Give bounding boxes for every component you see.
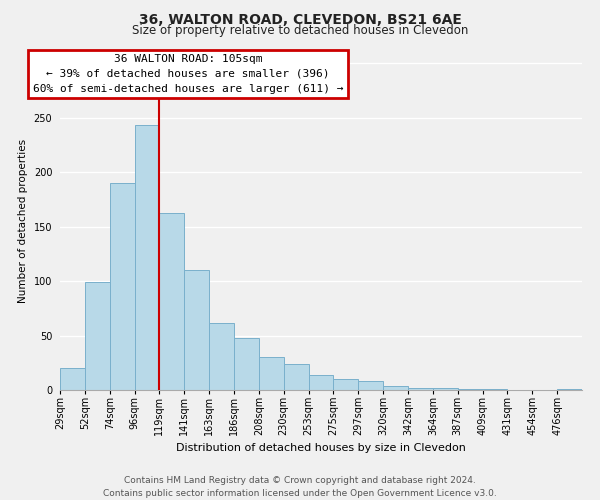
Text: 36, WALTON ROAD, CLEVEDON, BS21 6AE: 36, WALTON ROAD, CLEVEDON, BS21 6AE (139, 12, 461, 26)
Bar (458, 389, 482, 390)
Bar (408, 388, 433, 390)
Text: Contains HM Land Registry data © Crown copyright and database right 2024.
Contai: Contains HM Land Registry data © Crown c… (103, 476, 497, 498)
Bar (308, 375, 334, 390)
Bar (482, 389, 508, 390)
Bar (134, 126, 160, 390)
Bar (383, 386, 408, 390)
Bar (60, 368, 85, 390)
X-axis label: Distribution of detached houses by size in Clevedon: Distribution of detached houses by size … (176, 444, 466, 454)
Bar (334, 379, 358, 390)
Y-axis label: Number of detached properties: Number of detached properties (18, 139, 28, 304)
Bar (85, 282, 110, 390)
Bar (433, 388, 458, 390)
Text: 36 WALTON ROAD: 105sqm
← 39% of detached houses are smaller (396)
60% of semi-de: 36 WALTON ROAD: 105sqm ← 39% of detached… (32, 54, 343, 94)
Text: Size of property relative to detached houses in Clevedon: Size of property relative to detached ho… (132, 24, 468, 37)
Bar (209, 322, 234, 390)
Bar (160, 212, 184, 390)
Bar (557, 389, 582, 390)
Bar (284, 364, 308, 390)
Bar (358, 382, 383, 390)
Bar (259, 358, 284, 390)
Bar (110, 183, 134, 390)
Bar (184, 270, 209, 390)
Bar (234, 338, 259, 390)
